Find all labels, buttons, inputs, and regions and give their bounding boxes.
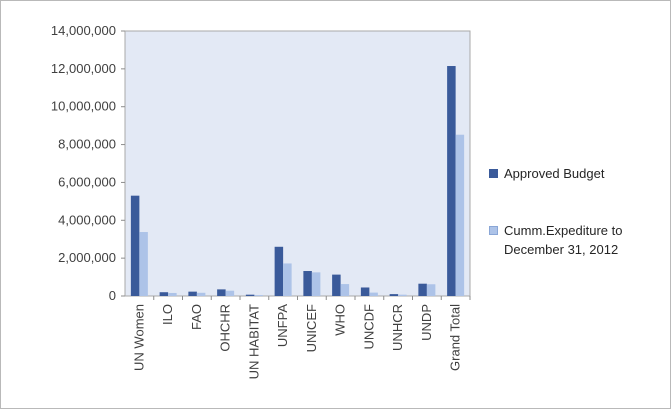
x-tick-label: UNICEF [304,304,319,352]
bar-approved-budget [447,66,456,297]
bar-approved-budget [217,289,226,296]
x-tick-label: UNHCR [390,304,405,351]
legend-label-expenditure: Cumm.Expediture to December 31, 2012 [504,223,623,257]
bar-cumm-expenditure [398,294,407,296]
bar-approved-budget [303,271,312,296]
bar-cumm-expenditure [168,292,177,296]
x-tick-label: Grand Total [448,304,463,371]
plot-area [124,30,471,297]
bar-cumm-expenditure [340,284,350,296]
bar-approved-budget [130,195,140,296]
bar-cumm-expenditure [254,295,263,296]
legend-swatch-expenditure [489,226,498,235]
bars [130,66,465,297]
bar-cumm-expenditure [311,272,321,296]
y-tick-label: 6,000,000 [58,174,116,189]
x-tick-label: WHO [333,304,348,336]
bar-approved-budget [332,274,341,296]
x-tick-label: UN Women [131,304,146,371]
bar-cumm-expenditure [369,292,378,296]
x-tick-label: OHCHR [218,304,233,352]
legend-label-approved: Approved Budget [504,166,605,181]
x-axis: UN Women ILO FAO OHCHR UN HABITAT UNFPA UNICEF… [131,296,471,379]
y-tick-label: 4,000,000 [58,212,116,227]
x-tick-label: UNCDF [361,304,376,350]
y-tick-label: 8,000,000 [58,137,116,152]
bar-approved-budget [418,283,427,296]
x-tick-label: UNFPA [275,304,290,347]
x-tick-label: ILO [160,304,175,325]
bar-cumm-expenditure [139,232,148,296]
y-tick-label: 10,000,000 [51,99,116,114]
bar-cumm-expenditure [455,134,465,296]
legend-swatch-approved [489,169,498,178]
bar-cumm-expenditure [283,263,292,296]
x-tick-label: UN HABITAT [246,304,261,379]
bar-approved-budget [188,291,197,296]
x-tick-label: FAO [189,304,204,330]
y-tick-label: 0 [109,288,116,303]
bar-approved-budget [245,294,255,296]
x-tick-label: UNDP [419,304,434,341]
bar-cumm-expenditure [196,292,206,296]
y-axis: 0 2,000,000 4,000,000 6,000,000 8,000,000 10,… [51,23,125,303]
bar-approved-budget [159,292,169,296]
bar-approved-budget [360,287,370,296]
bar-cumm-expenditure [426,284,436,296]
bar-approved-budget [389,294,399,296]
bar-approved-budget [274,246,284,296]
y-tick-label: 12,000,000 [51,61,116,76]
y-tick-label: 14,000,000 [51,23,116,38]
bar-cumm-expenditure [225,290,235,296]
y-tick-label: 2,000,000 [58,250,116,265]
